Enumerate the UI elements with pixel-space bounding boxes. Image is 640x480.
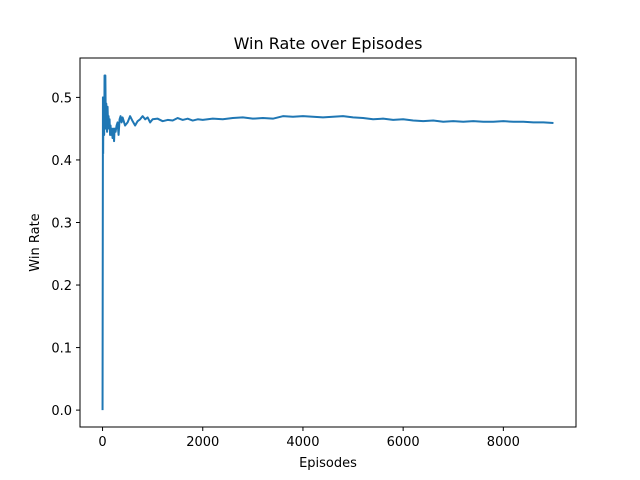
plot-frame xyxy=(79,57,577,428)
x-tick-label: 6000 xyxy=(387,435,420,450)
x-axis-label: Episodes xyxy=(299,456,357,471)
y-tick-label: 0.3 xyxy=(51,216,72,231)
x-tick-label: 2000 xyxy=(186,435,219,450)
win-rate-line xyxy=(101,74,554,411)
y-tick-label: 0.2 xyxy=(51,279,72,294)
y-axis-label: Win Rate xyxy=(28,213,43,271)
x-tick-label: 4000 xyxy=(286,435,319,450)
y-tick-label: 0.1 xyxy=(51,342,72,357)
y-tick-label: 0.0 xyxy=(51,404,72,419)
x-tick-label: 8000 xyxy=(487,435,520,450)
x-tick-label: 0 xyxy=(98,435,106,450)
y-tick-label: 0.4 xyxy=(51,154,72,169)
x-axis-ticks: 0 2000 4000 6000 8000 xyxy=(98,427,520,450)
y-axis-ticks: 0.0 0.1 0.2 0.3 0.4 0.5 xyxy=(51,91,80,419)
y-tick-label: 0.5 xyxy=(51,91,72,106)
chart-title: Win Rate over Episodes xyxy=(234,34,423,53)
